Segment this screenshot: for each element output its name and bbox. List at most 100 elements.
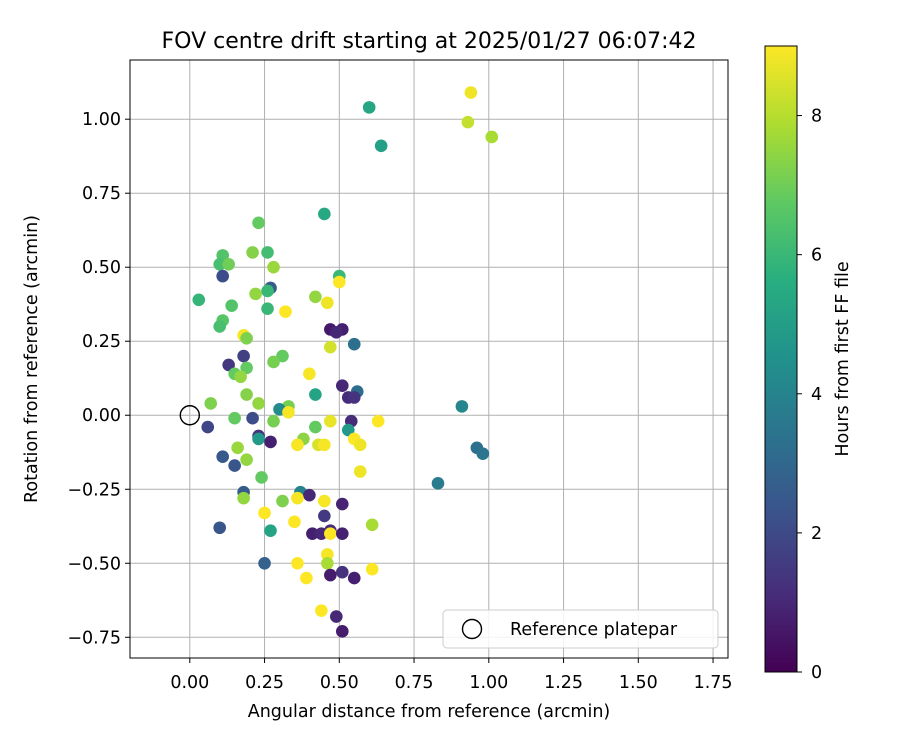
data-point — [258, 556, 271, 570]
data-point — [335, 625, 349, 638]
data-point — [255, 471, 268, 484]
data-point — [222, 358, 235, 372]
data-point — [455, 400, 469, 413]
legend-box — [442, 609, 719, 649]
data-point — [216, 269, 229, 283]
grid — [130, 60, 728, 658]
data-point — [321, 556, 334, 570]
data-point — [315, 527, 328, 540]
data-point — [192, 293, 206, 307]
data-point — [201, 420, 215, 434]
data-point — [347, 337, 361, 351]
data-point — [335, 497, 349, 511]
data-point — [267, 260, 280, 274]
data-point — [234, 370, 247, 384]
data-point — [485, 130, 499, 144]
data-point — [353, 438, 367, 452]
data-point — [318, 509, 331, 523]
colorbar-tick-label: 4 — [811, 385, 822, 405]
colorbar-label: Hours from first FF file — [833, 261, 853, 456]
plot-frame — [129, 59, 729, 659]
colorbar-tick-label: 2 — [811, 524, 822, 544]
data-point — [318, 438, 331, 452]
data-point — [353, 465, 367, 478]
x-axis-label: Angular distance from reference (arcmin) — [248, 702, 611, 722]
data-point — [300, 571, 313, 585]
data-point — [324, 568, 337, 582]
data-point — [237, 491, 250, 505]
data-point — [318, 494, 331, 508]
data-point — [252, 216, 265, 230]
legend-marker — [461, 618, 483, 640]
data-point — [330, 326, 343, 339]
data-point — [431, 477, 445, 490]
y-axis-label: Rotation from reference (arcmin) — [22, 215, 42, 503]
data-point — [276, 349, 289, 363]
x-tick-label: 1.00 — [469, 673, 508, 693]
data-point — [324, 340, 337, 354]
data-point — [252, 432, 265, 446]
y-tick-label: 1.00 — [82, 110, 121, 130]
data-point — [476, 447, 490, 461]
data-point — [306, 527, 319, 540]
data-point — [335, 565, 349, 579]
data-point — [333, 275, 346, 289]
data-point — [204, 397, 218, 410]
colorbar-tick-label: 8 — [811, 107, 822, 127]
data-point — [258, 506, 271, 520]
data-point — [237, 349, 250, 363]
data-point — [246, 411, 259, 425]
data-point — [347, 391, 361, 404]
colorbar-gradient — [764, 45, 798, 673]
x-tick-label: 1.75 — [694, 673, 733, 693]
x-tick-label: 0.75 — [395, 673, 434, 693]
data-point — [324, 414, 337, 428]
data-point — [213, 320, 226, 333]
data-point — [324, 527, 337, 540]
data-point — [264, 524, 277, 538]
data-point — [341, 423, 355, 437]
data-point — [240, 361, 253, 375]
data-point — [321, 548, 334, 561]
y-tick-label: 0.50 — [82, 258, 121, 278]
colorbar-ticks: 0 2 4 6 8 — [797, 107, 822, 683]
colorbar-tick-label: 0 — [811, 663, 822, 683]
x-tick-label: 1.25 — [544, 673, 583, 693]
data-point — [231, 441, 244, 455]
data-point — [213, 521, 226, 535]
data-point — [335, 527, 349, 540]
data-point — [228, 459, 241, 472]
data-point — [225, 299, 238, 313]
y-tick-label: 0.75 — [82, 184, 121, 204]
data-point — [222, 257, 235, 271]
colorbar-tick-label: 6 — [811, 246, 822, 266]
data-point — [240, 331, 253, 345]
data-point — [303, 367, 316, 381]
x-tick-label: 0.50 — [320, 673, 359, 693]
data-point — [374, 139, 388, 153]
data-point — [264, 435, 277, 449]
data-point — [371, 414, 385, 428]
data-point — [362, 101, 376, 114]
data-point — [347, 571, 361, 585]
data-point — [303, 488, 316, 502]
data-point — [288, 515, 301, 529]
y-tick-label: −0.25 — [67, 480, 121, 500]
x-tick-label: 0.00 — [170, 673, 209, 693]
x-axis-ticks: 0.00 0.25 0.50 0.75 1.00 1.25 1.50 1.75 — [170, 658, 733, 693]
data-point — [315, 604, 328, 617]
data-point — [318, 207, 331, 221]
y-tick-label: −0.50 — [67, 554, 121, 574]
y-tick-label: −0.75 — [67, 628, 121, 648]
data-point — [261, 246, 274, 259]
data-point — [267, 355, 280, 369]
data-point — [464, 86, 478, 99]
data-point — [213, 257, 226, 271]
data-point — [321, 296, 334, 310]
data-point — [249, 287, 262, 301]
data-point — [261, 302, 274, 315]
y-tick-label: 0.00 — [82, 406, 121, 426]
chart-title: FOV centre drift starting at 2025/01/27 … — [162, 29, 697, 54]
data-point — [291, 491, 304, 505]
